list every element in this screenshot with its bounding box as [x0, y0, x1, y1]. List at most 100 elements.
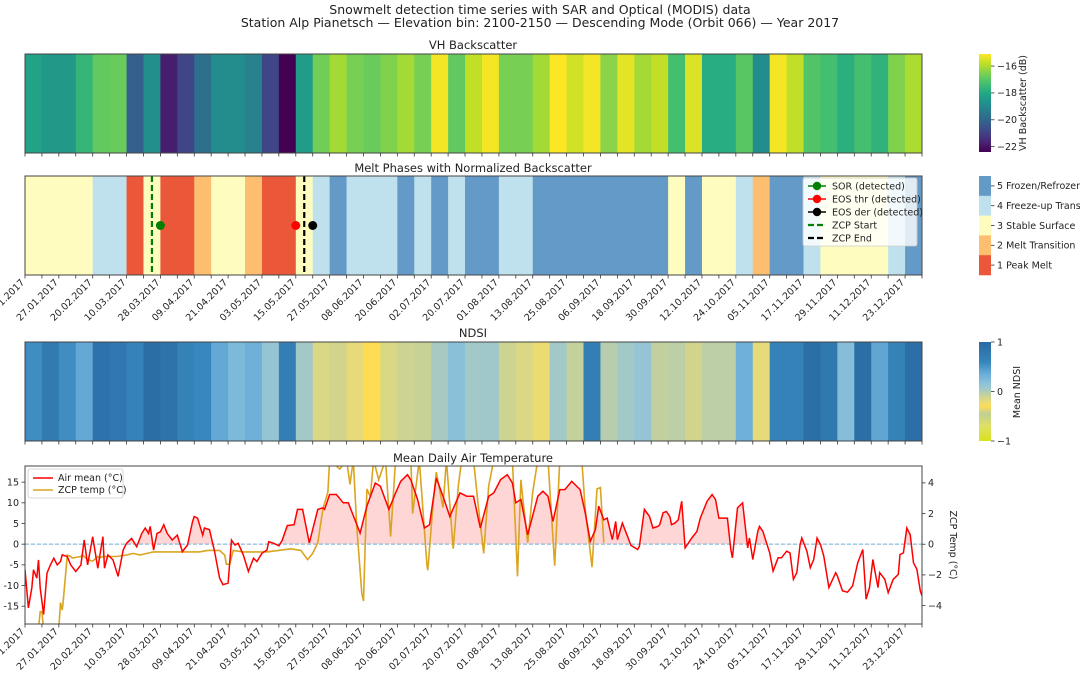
legend-label: EOS der (detected)	[832, 207, 923, 218]
ndsi-cell	[143, 342, 161, 441]
vh-cell	[160, 54, 178, 153]
y2-tick-label: 4	[928, 478, 934, 489]
ndsi-cell	[718, 342, 737, 441]
ndsi-cell	[465, 342, 483, 441]
vh-cell	[92, 54, 111, 153]
y2-tick-label: −2	[928, 570, 942, 581]
phase-cell	[160, 176, 178, 275]
ndsi-cell	[126, 342, 144, 441]
ndsi-cell	[752, 342, 771, 441]
phase-cell	[245, 176, 263, 275]
vh-cell	[126, 54, 144, 153]
vh-frame	[24, 53, 923, 154]
vh-cell	[109, 54, 127, 153]
temperature-plot	[25, 466, 922, 624]
ndsi-cell	[448, 342, 466, 441]
ndsi-cell	[481, 342, 500, 441]
y2-tick-label: 0	[928, 540, 934, 551]
colorbar-tick-label: −16	[997, 61, 1017, 72]
vh-cell	[515, 54, 534, 153]
ndsi-cell	[837, 342, 855, 441]
ndsi-colorbar	[979, 342, 991, 441]
air-positive-fill	[25, 474, 922, 545]
phase-cell	[431, 176, 449, 275]
vh-cell	[431, 54, 449, 153]
phase-cell	[177, 176, 195, 275]
phase-cell	[651, 176, 669, 275]
phase-cell	[600, 176, 618, 275]
ndsi-cell	[735, 342, 754, 441]
y-tick-label: 10	[7, 498, 19, 509]
ndsi-panel-title: NDSI	[459, 326, 487, 340]
vh-cell	[701, 54, 720, 153]
phase-colorbar-block	[979, 255, 991, 276]
vh-cell	[668, 54, 686, 153]
phase-cell	[515, 176, 534, 275]
ndsi-cell	[600, 342, 618, 441]
vh-cell	[532, 54, 551, 153]
phase-cell	[566, 176, 584, 275]
y-tick-label: -15	[3, 602, 19, 613]
y-tick-label: 15	[7, 477, 19, 488]
phase-colorbar-block	[979, 215, 991, 236]
vh-cell	[803, 54, 821, 153]
ndsi-cell	[194, 342, 212, 441]
phase-cell	[465, 176, 483, 275]
ndsi-cell	[261, 342, 280, 441]
phase-cell	[549, 176, 567, 275]
phase-colorbar-label: 3 Stable Surface	[997, 221, 1076, 232]
vh-cell	[295, 54, 314, 153]
phase-cell	[668, 176, 686, 275]
phase-legend: SOR (detected) EOS thr (detected) EOS der …	[802, 177, 923, 247]
vh-colorbar-label: VH Backscatter (dB)	[1018, 55, 1029, 151]
phase-cell	[329, 176, 347, 275]
ndsi-cell	[92, 342, 111, 441]
vh-cell	[211, 54, 229, 153]
vh-cell	[617, 54, 635, 153]
ndsi-cell	[515, 342, 534, 441]
vh-cell	[735, 54, 754, 153]
ndsi-cell	[431, 342, 449, 441]
vh-cell	[448, 54, 466, 153]
phase-cell	[701, 176, 720, 275]
y2-axis-label: ZCP Temp (°C)	[947, 510, 958, 579]
vh-cell	[465, 54, 483, 153]
y-tick-label: 0	[13, 539, 19, 550]
ndsi-cell	[634, 342, 652, 441]
phase-cell	[718, 176, 737, 275]
vh-cell	[498, 54, 517, 153]
phase-colorbar-label: 4 Freeze-up Transition	[997, 201, 1080, 212]
colorbars: −16 −18 −20 −22 VH Backscatter (dB) 5 Frozen/…	[979, 54, 1080, 447]
ndsi-cell	[177, 342, 195, 441]
vh-cell	[75, 54, 94, 153]
vh-colorbar	[979, 54, 991, 152]
vh-cell	[261, 54, 280, 153]
phase-cell	[752, 176, 771, 275]
phase-cell	[532, 176, 551, 275]
ndsi-cell	[888, 342, 906, 441]
vh-heatmap	[25, 54, 923, 153]
legend-marker	[812, 194, 822, 204]
vh-cell	[228, 54, 246, 153]
ndsi-cell	[278, 342, 297, 441]
y2-tick-label: −4	[928, 601, 942, 612]
colorbar-tick-label: 1	[997, 337, 1003, 348]
legend-marker	[812, 181, 822, 191]
vh-cell	[786, 54, 804, 153]
phase-cell	[617, 176, 635, 275]
vh-cell	[177, 54, 195, 153]
ndsi-cell	[566, 342, 584, 441]
phase-cell	[312, 176, 331, 275]
vh-cell	[752, 54, 771, 153]
vh-cell	[651, 54, 669, 153]
phase-cell	[211, 176, 229, 275]
phase-cell	[583, 176, 601, 275]
vh-cell	[194, 54, 212, 153]
phase-colorbar-label: 5 Frozen/Refrozen	[997, 181, 1080, 192]
legend-label: EOS thr (detected)	[832, 194, 921, 205]
legend-label: ZCP End	[832, 233, 872, 244]
phase-colorbar-block	[979, 176, 991, 197]
phase-cell	[261, 176, 280, 275]
ndsi-cell	[769, 342, 788, 441]
